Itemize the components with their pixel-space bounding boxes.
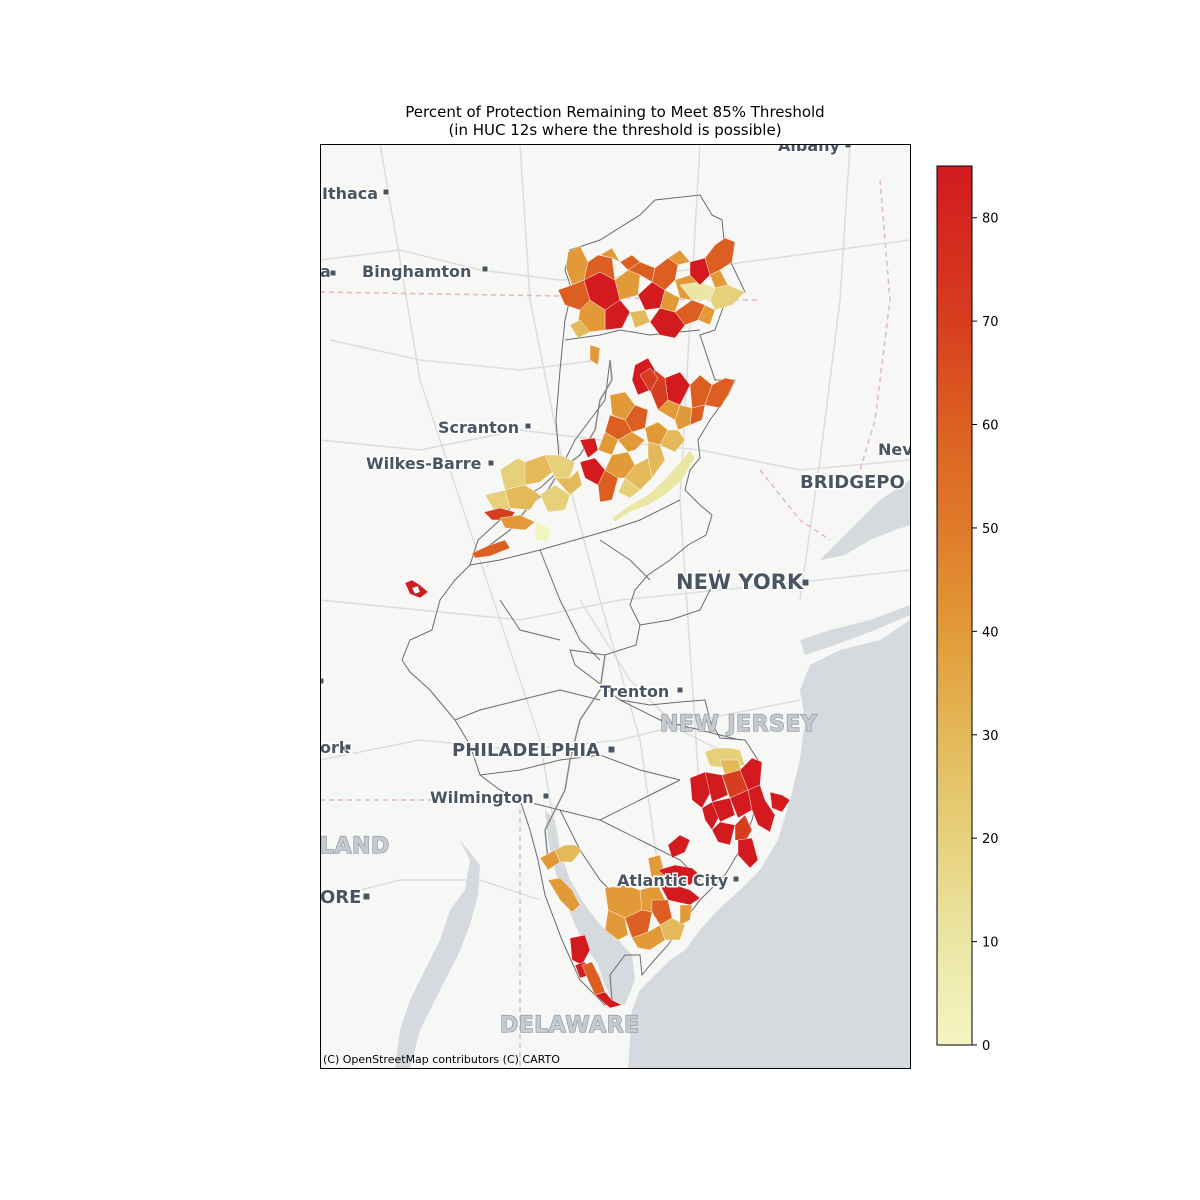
label-elmira-fragment: a [320,262,331,281]
label-new-jersey: NEW JERSEY [660,712,818,737]
label-new-haven-fragment: Nev [878,440,913,459]
huc-cluster-highlands [579,357,736,503]
delaware-river-lower [544,654,606,861]
colorbar-tick-label: 50 [982,522,999,537]
map-frame [320,144,911,1069]
baltimore-dot [362,892,371,901]
title-line-2: (in HUC 12s where the threshold is possi… [448,121,782,139]
elmira-dot [329,269,337,277]
label-maryland-fragment: LAND [320,834,390,859]
long-island-sound [820,480,910,560]
ithaca-dot [382,188,390,196]
colorbar: 0 10 20 30 40 50 60 70 80 [936,165,999,1054]
label-delaware: DELAWARE [500,1013,640,1038]
binghamton-dot [481,265,489,273]
chesapeake-bay [395,840,480,1068]
colorbar-gradient [936,165,973,1046]
label-binghamton: Binghamton [362,262,471,281]
huc-ridge-strip [611,449,696,523]
scranton-dot [524,422,532,430]
map-panel[interactable]: Albany Ithaca a Binghamton Scranton Wilk… [318,136,913,1068]
atlantic-ocean [628,620,910,1068]
colorbar-tick-label: 80 [982,212,999,227]
trenton-dot [676,686,684,694]
label-baltimore-fragment: ORE [320,887,361,908]
label-trenton: Trenton [600,682,669,701]
colorbar-tick-label: 10 [982,936,999,951]
colorbar-tick-label: 0 [982,1039,990,1054]
colorbar-tick-label: 60 [982,419,999,434]
wilmington-dot [542,792,550,800]
colorbar-tick-label: 20 [982,832,999,847]
philadelphia-dot [607,745,616,754]
delaware-bay [545,810,635,1005]
map-attribution: (C) OpenStreetMap contributors (C) CARTO [323,1053,560,1066]
label-ithaca: Ithaca [322,184,378,203]
huc-cluster-lehigh [404,454,583,599]
raritan-bay [800,605,910,655]
label-bridgeport: BRIDGEPO [800,472,905,493]
label-wilmington: Wilmington [430,788,534,807]
label-atlantic-city: Atlantic City [617,871,729,890]
colorbar-ticks: 0 10 20 30 40 50 60 70 80 [972,212,999,1054]
huc-cluster-atlantic [539,834,701,951]
new-york-dot [801,578,810,587]
huc-cluster-northern [557,237,746,366]
colorbar-tick-label: 70 [982,315,999,330]
colorbar-tick-label: 40 [982,625,999,640]
colorbar-tick-label: 30 [982,729,999,744]
basemap-labels: Albany Ithaca a Binghamton Scranton Wilk… [320,136,913,1039]
york-dot [344,743,352,751]
huc-cluster-ocean-county [689,747,791,869]
label-new-york: NEW YORK [676,570,804,594]
label-albany: Albany [778,136,841,155]
chart-title: Percent of Protection Remaining to Meet … [320,103,910,139]
label-wilkes-barre: Wilkes-Barre [366,454,482,473]
title-line-1: Percent of Protection Remaining to Meet … [405,103,825,121]
state-borders [320,179,891,1068]
wilkes-barre-dot [487,459,495,467]
label-philadelphia: PHILADELPHIA [452,740,600,761]
atlantic-city-dot [732,875,740,883]
label-york-fragment: ork [320,738,350,757]
label-scranton: Scranton [438,418,519,437]
huc-cluster-cape-may [569,934,623,1009]
